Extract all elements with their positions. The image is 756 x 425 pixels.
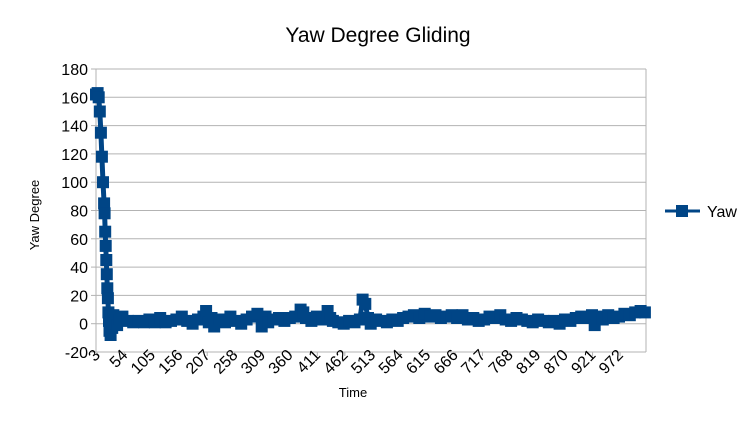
plot-area — [90, 87, 651, 341]
data-point — [101, 282, 114, 295]
data-point — [359, 297, 372, 310]
data-point — [98, 197, 111, 210]
data-point — [99, 239, 112, 252]
chart-title: Yaw Degree Gliding — [285, 24, 470, 47]
data-point — [95, 150, 108, 163]
y-tick-label: 80 — [70, 204, 88, 221]
data-point — [98, 207, 111, 220]
y-tick-label: 20 — [70, 288, 88, 305]
y-tick-label: 160 — [61, 90, 88, 107]
y-tick-label: 120 — [61, 147, 88, 164]
x-axis-label: Time — [339, 385, 367, 400]
y-axis-label: Yaw Degree — [27, 180, 42, 251]
y-tick-label: -20 — [65, 345, 88, 362]
data-point — [92, 91, 105, 104]
data-point — [94, 126, 107, 139]
data-point — [101, 292, 114, 305]
y-tick-label: 140 — [61, 119, 88, 136]
y-tick-label: 0 — [79, 317, 88, 334]
y-tick-label: 60 — [70, 232, 88, 249]
data-point — [100, 254, 113, 266]
data-point — [93, 105, 106, 118]
y-tick-label: 40 — [70, 260, 88, 277]
data-point — [97, 176, 109, 189]
data-point — [638, 306, 651, 319]
data-point — [99, 225, 112, 238]
legend: Yaw — [665, 204, 737, 221]
legend-marker — [676, 205, 688, 217]
y-tick-label: 180 — [61, 62, 88, 79]
legend-label: Yaw — [707, 204, 737, 221]
y-tick-label: 100 — [61, 175, 88, 192]
data-point — [100, 268, 113, 281]
